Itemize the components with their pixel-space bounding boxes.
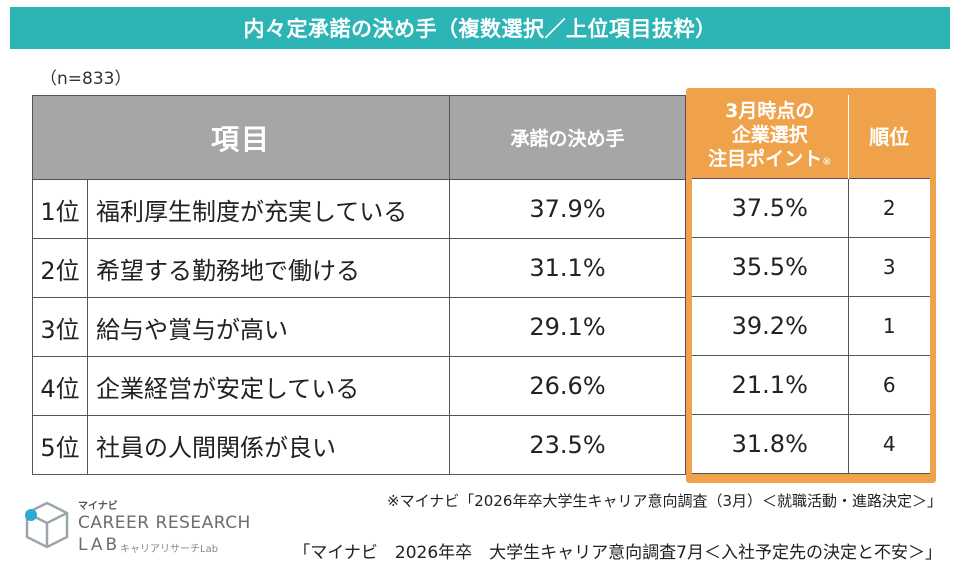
cube-logo-icon [25,501,69,549]
item-label: 企業経営が安定している [87,356,450,416]
table-row: 3位 給与や賞与が高い 29.1% [32,297,686,357]
footnote: ※マイナビ「2026年卒大学生キャリア意向調査（3月）＜就職活動・進路決定＞」 [387,492,942,510]
point-pct: 39.2% [692,296,849,356]
point-pct: 35.5% [692,237,849,297]
table-row: 21.1% 6 [692,355,930,415]
item-label: 給与や賞与が高い [87,297,450,357]
decision-pct: 26.6% [449,356,686,416]
header-point-line3: 注目ポイント [708,148,823,170]
item-label: 社員の人間関係が良い [87,415,450,475]
decision-pct: 37.9% [449,179,686,239]
decision-pct: 29.1% [449,297,686,357]
point-pct: 37.5% [692,178,849,238]
point-rank: 6 [848,355,930,415]
logo-main: CAREER RESEARCH [78,513,251,533]
rank-cell: 5位 [32,415,88,475]
sample-size: （n=833） [40,69,132,89]
rank-cell: 1位 [32,179,88,239]
header-item: 項目 [32,95,450,180]
rank-cell: 3位 [32,297,88,357]
source: 「マイナビ 2026年卒 大学生キャリア意向調査7月＜入社予定先の決定と不安＞」 [293,543,942,563]
rank-cell: 4位 [32,356,88,416]
header-decision: 承諾の決め手 [449,95,686,180]
header-point-line2: 企業選択 [731,124,808,146]
logo-sub: キャリアリサーチLab [120,544,219,555]
results-table: 項目 承諾の決め手 1位 福利厚生制度が充実している 37.9% 2位 希望する… [32,95,686,475]
table-row: 31.8% 4 [692,414,930,474]
point-table: 3月時点の 企業選択 注目ポイント※ 順位 37.5% 2 35.5% 3 39… [692,95,930,474]
point-pct: 31.8% [692,414,849,474]
header-point-note: ※ [822,155,832,168]
logo: マイナビ CAREER RESEARCH LAB キャリアリサーチLab [22,495,250,565]
point-rank: 2 [848,178,930,238]
table-row: 35.5% 3 [692,237,930,297]
table-row: 39.2% 1 [692,296,930,356]
header-point-line1: 3月時点の [725,100,815,122]
header-rank: 順位 [847,95,930,179]
decision-pct: 31.1% [449,238,686,298]
item-label: 福利厚生制度が充実している [87,179,450,239]
logo-brand: マイナビ [78,501,118,512]
table-row: 1位 福利厚生制度が充実している 37.9% [32,179,686,239]
header-point: 3月時点の 企業選択 注目ポイント※ [692,95,848,179]
table-row: 2位 希望する勤務地で働ける 31.1% [32,238,686,298]
table-row: 5位 社員の人間関係が良い 23.5% [32,415,686,475]
point-rank: 1 [848,296,930,356]
page-title: 内々定承諾の決め手（複数選択／上位項目抜粋） [10,7,950,49]
point-pct: 21.1% [692,355,849,415]
table-row: 4位 企業経営が安定している 26.6% [32,356,686,416]
item-label: 希望する勤務地で働ける [87,238,450,298]
point-rank: 4 [848,414,930,474]
decision-pct: 23.5% [449,415,686,475]
table-row: 37.5% 2 [692,178,930,238]
rank-cell: 2位 [32,238,88,298]
point-rank: 3 [848,237,930,297]
logo-lab: LAB [78,535,121,555]
